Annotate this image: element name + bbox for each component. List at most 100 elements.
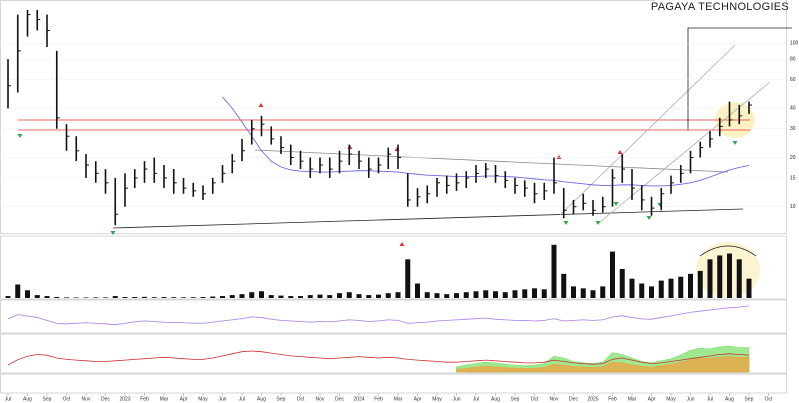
x-tick-label: Jun — [686, 396, 694, 402]
y-tick-label: 30 — [790, 126, 796, 132]
title-box — [655, 0, 785, 14]
channel-line — [599, 81, 771, 223]
volume-bar — [54, 297, 60, 298]
x-tick-label: Oct — [765, 396, 773, 402]
x-tick-label: Sep — [511, 396, 520, 402]
volume-bar — [366, 295, 372, 298]
x-tick-label: Jun — [452, 396, 460, 402]
volume-bar — [522, 289, 528, 298]
volume-bar — [15, 284, 21, 298]
volume-bar — [249, 292, 255, 298]
volume-bar — [356, 294, 362, 298]
x-tick-label: Aug — [257, 396, 266, 402]
arc-annotation — [699, 245, 757, 257]
volume-bar — [590, 290, 596, 298]
volume-bar — [415, 283, 420, 298]
x-tick-label: Jul — [239, 396, 245, 402]
dmi-frame — [0, 333, 787, 374]
volume-bar — [717, 255, 723, 298]
volume-bar — [619, 269, 625, 298]
volume-bar — [746, 278, 752, 298]
volume-bar — [239, 294, 245, 298]
volume-bar — [424, 292, 430, 298]
volume-bar — [658, 280, 664, 298]
x-tick-label: May — [198, 396, 208, 402]
volume-bar — [385, 293, 391, 298]
channel-line — [559, 44, 736, 216]
volume-bar — [727, 253, 732, 298]
x-tick-label: Dec — [569, 396, 578, 402]
y-tick-label: 10 — [790, 204, 796, 210]
volume-bar — [122, 297, 128, 298]
volume-bar — [93, 297, 99, 298]
indicator-frame — [0, 299, 787, 334]
volume-bar — [103, 297, 108, 298]
chart-title: PAGAYA TECHNOLOGIES — [651, 1, 789, 13]
volume-bar — [678, 276, 684, 298]
x-tick-label: Feb — [608, 396, 617, 402]
target-line — [687, 27, 792, 130]
volume-bar — [493, 291, 498, 298]
trend-line — [254, 149, 729, 173]
volume-bar — [639, 283, 645, 298]
volume-bar — [395, 292, 401, 298]
x-tick-label: Aug — [491, 396, 500, 402]
y-tick-label: 100 — [790, 41, 799, 47]
volume-bar — [346, 292, 352, 298]
volume-bar — [181, 297, 186, 298]
volume-bar — [668, 278, 674, 298]
volume-bar — [736, 259, 742, 298]
volume-bar — [5, 296, 11, 298]
volume-bar — [688, 273, 693, 298]
x-tick-label: Oct — [297, 396, 305, 402]
panel-frames — [0, 0, 787, 394]
y-tick-label: 15 — [790, 175, 796, 181]
y-tick-label: 40 — [790, 106, 796, 112]
volume-bar — [571, 286, 576, 298]
volume-bar — [376, 294, 381, 298]
volume-bar — [278, 295, 284, 298]
x-tick-label: 2024 — [353, 396, 364, 402]
volume-bar — [610, 251, 615, 298]
volume-bar — [473, 291, 479, 298]
trend-line — [112, 208, 744, 229]
volume-bar — [64, 297, 69, 298]
volume-bar — [463, 292, 469, 298]
x-tick-label: Apr — [414, 396, 422, 402]
x-tick-label: Sep — [277, 396, 286, 402]
x-tick-label: Mar — [160, 396, 169, 402]
indicator-line — [7, 305, 750, 326]
volume-frame — [0, 235, 787, 300]
annotations — [18, 27, 792, 229]
volume-bar — [649, 286, 654, 298]
volume-bar — [171, 297, 177, 298]
volume-bar — [707, 259, 713, 298]
x-tick-label: Jun — [218, 396, 226, 402]
y-tick-label: 20 — [790, 155, 796, 161]
volume-bar — [44, 296, 50, 298]
indicator-line — [7, 350, 750, 366]
volume-bar — [288, 296, 294, 298]
volume-bar — [629, 278, 635, 298]
volume-bar — [132, 297, 138, 298]
x-tick-label: 2023 — [119, 396, 130, 402]
volume-bar — [327, 295, 333, 298]
volume-bar — [34, 295, 40, 298]
x-tick-label: 2025 — [587, 396, 598, 402]
x-tick-label: Oct — [63, 396, 71, 402]
volume-bar — [551, 244, 557, 298]
bottom-frame — [0, 373, 787, 394]
x-tick-label: Mar — [628, 396, 637, 402]
x-tick-label: Aug — [23, 396, 32, 402]
x-tick-label: Feb — [140, 396, 149, 402]
volume-bar — [229, 295, 235, 298]
volume-bar — [220, 296, 225, 298]
volume-bar — [161, 297, 167, 298]
x-tick-label: Sep — [745, 396, 754, 402]
volume-bar — [532, 288, 537, 298]
x-tick-label: Nov — [550, 396, 559, 402]
x-tick-label: Feb — [374, 396, 383, 402]
x-tick-label: May — [432, 396, 442, 402]
